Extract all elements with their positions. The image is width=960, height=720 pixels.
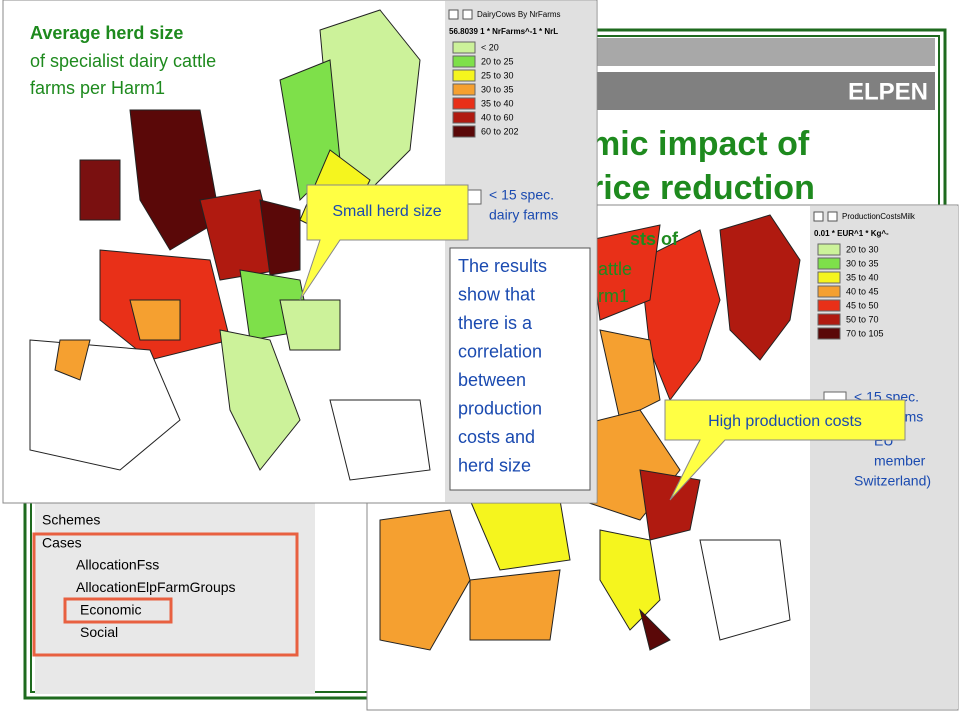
note-line: show that bbox=[458, 284, 535, 304]
legend-label: 20 to 25 bbox=[481, 56, 514, 66]
legend-label: 30 to 35 bbox=[481, 84, 514, 94]
legend-swatch bbox=[817, 271, 841, 284]
legend-swatch bbox=[452, 55, 476, 68]
legend-swatch bbox=[452, 97, 476, 110]
callout-text: High production costs bbox=[708, 413, 862, 430]
legend-title: DairyCows By NrFarms bbox=[477, 10, 561, 19]
legend-swatch bbox=[452, 83, 476, 96]
legend-swatch bbox=[817, 257, 841, 270]
map-title: sts of bbox=[630, 229, 679, 249]
legend-swatch bbox=[817, 243, 841, 256]
legend-label: < 20 bbox=[481, 42, 499, 52]
legend-label: 50 to 70 bbox=[846, 314, 879, 324]
header-bar bbox=[560, 38, 935, 66]
map-title: Average herd size bbox=[30, 23, 183, 43]
tree-item: Cases bbox=[42, 535, 82, 551]
map-title: attle bbox=[598, 259, 632, 279]
note-line: between bbox=[458, 370, 526, 390]
tree-sub-item: AllocationElpFarmGroups bbox=[76, 579, 236, 595]
note-line: costs and bbox=[458, 427, 535, 447]
checkbox bbox=[827, 211, 838, 222]
legend-label: 30 to 35 bbox=[846, 258, 879, 268]
tree-sub-item: Social bbox=[80, 624, 118, 640]
legend-swatch bbox=[817, 313, 841, 326]
map-subtitle: farms per Harm1 bbox=[30, 78, 165, 98]
tree-sub-item: AllocationFss bbox=[76, 557, 159, 573]
legend-label: 45 to 50 bbox=[846, 300, 879, 310]
legend-label: 70 to 105 bbox=[846, 328, 884, 338]
legend-swatch bbox=[817, 285, 841, 298]
map-title: rm1 bbox=[598, 286, 629, 306]
legend-label: 60 to 202 bbox=[481, 126, 519, 136]
tree-sub-item: Economic bbox=[80, 602, 141, 618]
legend-label: 25 to 30 bbox=[481, 70, 514, 80]
legend-label: 35 to 40 bbox=[481, 98, 514, 108]
legend-label: 40 to 60 bbox=[481, 112, 514, 122]
legend-formula: 56.8039 1 * NrFarms^-1 * NrL bbox=[449, 27, 558, 36]
legend-label: member bbox=[874, 453, 926, 469]
legend-swatch bbox=[452, 69, 476, 82]
highlight-box bbox=[32, 532, 299, 657]
tree-panel bbox=[35, 480, 315, 694]
title: rice reduction bbox=[590, 169, 815, 207]
legend-formula: 0.01 * EUR^1 * Kg^- bbox=[814, 229, 889, 238]
legend-swatch bbox=[817, 299, 841, 312]
legend-swatch bbox=[817, 327, 841, 340]
legend-swatch bbox=[452, 41, 476, 54]
legend-label: 35 to 40 bbox=[846, 272, 879, 282]
note-line: production bbox=[458, 398, 542, 418]
map-shapes bbox=[29, 9, 431, 481]
brand: ELPEN bbox=[848, 78, 928, 105]
legend-label: dairy farms bbox=[489, 207, 558, 223]
note-line: herd size bbox=[458, 455, 531, 475]
legend-swatch bbox=[452, 125, 476, 138]
note-line: correlation bbox=[458, 341, 542, 361]
checkbox bbox=[813, 211, 824, 222]
legend-swatch bbox=[452, 111, 476, 124]
title: mic impact of bbox=[590, 125, 810, 163]
callout-text: Small herd size bbox=[332, 203, 441, 220]
callout bbox=[299, 184, 469, 301]
note-line: there is a bbox=[458, 313, 533, 333]
callout bbox=[664, 399, 906, 501]
legend-label: Switzerland) bbox=[854, 473, 931, 489]
checkbox bbox=[462, 9, 473, 20]
legend-label: 40 to 45 bbox=[846, 286, 879, 296]
note-line: The results bbox=[458, 256, 547, 276]
note-box bbox=[449, 247, 591, 491]
legend-title: ProductionCostsMilk bbox=[842, 212, 916, 221]
map-subtitle: of specialist dairy cattle bbox=[30, 51, 216, 71]
highlight-box bbox=[63, 597, 173, 624]
legend-label: < 15 spec. bbox=[489, 187, 554, 203]
checkbox bbox=[448, 9, 459, 20]
legend-label: 20 to 30 bbox=[846, 244, 879, 254]
header-bar-dark bbox=[560, 72, 935, 110]
tree-item: Schemes bbox=[42, 512, 100, 528]
